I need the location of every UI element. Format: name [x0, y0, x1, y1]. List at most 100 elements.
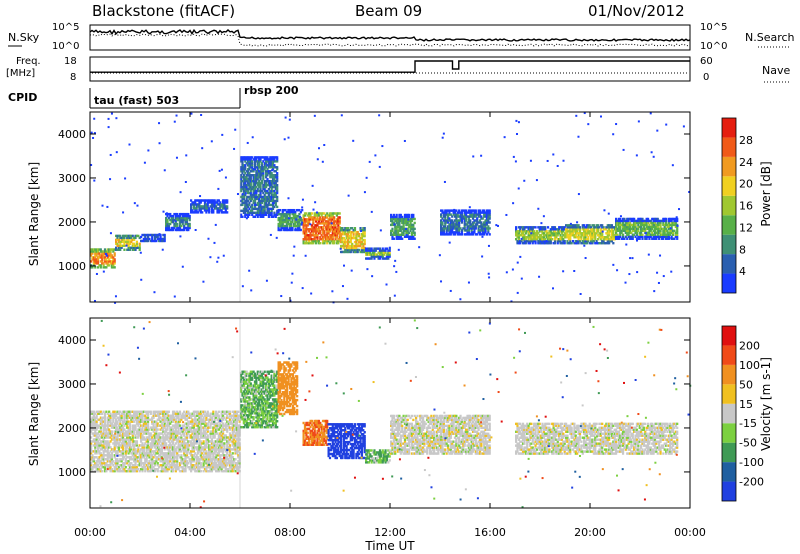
power-cell — [194, 207, 197, 210]
power-cell — [90, 254, 93, 257]
power-cell — [338, 230, 341, 233]
power-cell — [209, 201, 212, 204]
velocity-cell — [112, 442, 115, 445]
power-cell — [219, 207, 222, 210]
velocity-cell — [120, 426, 123, 429]
velocity-cell — [127, 420, 130, 423]
velocity-cell — [127, 444, 130, 447]
velocity-cell — [92, 424, 95, 427]
velocity-cell — [166, 414, 169, 417]
power-cell — [335, 220, 339, 223]
power-cell — [480, 217, 483, 220]
power-cell — [657, 281, 660, 284]
power-cell — [635, 233, 639, 237]
velocity-cell — [145, 467, 148, 471]
power-cell — [94, 258, 97, 261]
power-cell — [190, 199, 193, 202]
power-cell — [587, 228, 590, 231]
power-cell — [474, 219, 477, 222]
velocity-cell — [120, 414, 123, 417]
power-cell — [483, 213, 486, 216]
power-cell — [248, 158, 251, 161]
velocity-cell — [105, 446, 108, 449]
velocity-cell — [149, 410, 152, 413]
power-cell — [294, 212, 297, 216]
noise-frame — [89, 24, 691, 51]
power-cell — [321, 239, 325, 243]
power-cell — [351, 248, 354, 252]
velocity-cell — [153, 438, 157, 441]
power-cell — [558, 228, 561, 231]
velocity-cell — [138, 426, 141, 429]
velocity-cell — [116, 434, 119, 437]
power-cell — [136, 204, 139, 207]
power-cell — [587, 238, 590, 241]
velocity-cell — [101, 412, 104, 415]
power-cell — [659, 227, 662, 231]
velocity-cell — [128, 458, 132, 461]
power-cell — [271, 197, 275, 201]
power-cell — [328, 226, 332, 229]
power-cell — [319, 238, 322, 241]
velocity-cell — [131, 414, 134, 417]
velocity-cell — [152, 430, 155, 433]
power-cell — [363, 242, 366, 246]
velocity-cell — [121, 432, 125, 435]
power-cell — [458, 211, 461, 214]
velocity-cell — [128, 467, 132, 471]
power-cell — [162, 239, 165, 243]
power-cell — [242, 156, 245, 159]
power-cell — [616, 233, 619, 237]
velocity-cell — [110, 467, 114, 471]
power-cell — [312, 241, 315, 245]
velocity-cell — [144, 418, 147, 421]
power-cell — [378, 114, 381, 117]
velocity-cell — [91, 416, 94, 419]
power-cell — [651, 221, 654, 225]
power-cell — [265, 175, 268, 179]
velocity-cell — [144, 430, 147, 433]
velocity-cell — [128, 446, 132, 449]
velocity-cell — [127, 410, 130, 413]
power-cell — [275, 236, 278, 239]
velocity-cell — [102, 416, 105, 419]
velocity-cell — [170, 420, 173, 423]
power-cell — [528, 234, 532, 237]
velocity-cell — [96, 424, 100, 427]
velocity-cell — [173, 464, 176, 467]
power-cell — [262, 156, 265, 159]
velocity-cell — [166, 448, 169, 451]
power-cell — [242, 211, 245, 215]
velocity-cell — [149, 448, 152, 451]
velocity-cell — [159, 424, 162, 427]
velocity-cell — [145, 410, 148, 413]
velocity-cell — [166, 436, 169, 439]
power-cell — [471, 225, 475, 228]
power-cell — [273, 185, 276, 189]
velocity-cell — [176, 438, 179, 441]
power-cell — [591, 224, 594, 227]
power-cell — [284, 216, 287, 220]
power-cell — [360, 246, 364, 250]
power-cell — [203, 207, 207, 210]
power-cell — [458, 227, 461, 230]
velocity-cell — [90, 458, 93, 461]
power-cell — [271, 207, 275, 211]
power-cell — [274, 215, 277, 218]
power-cell — [483, 229, 486, 232]
velocity-cell — [117, 428, 120, 431]
power-cell — [485, 215, 489, 218]
power-cell — [460, 217, 464, 220]
velocity-cell — [103, 416, 107, 419]
power-cell — [467, 281, 470, 284]
power-cell — [328, 236, 332, 239]
power-cell — [365, 251, 368, 254]
power-cell — [591, 236, 594, 239]
power-cell — [556, 164, 559, 167]
velocity-cell — [149, 432, 152, 435]
power-cell — [296, 214, 300, 218]
velocity-cell — [95, 452, 98, 455]
power-cell — [520, 226, 523, 229]
power-cell — [449, 229, 452, 232]
power-cell — [467, 229, 470, 232]
